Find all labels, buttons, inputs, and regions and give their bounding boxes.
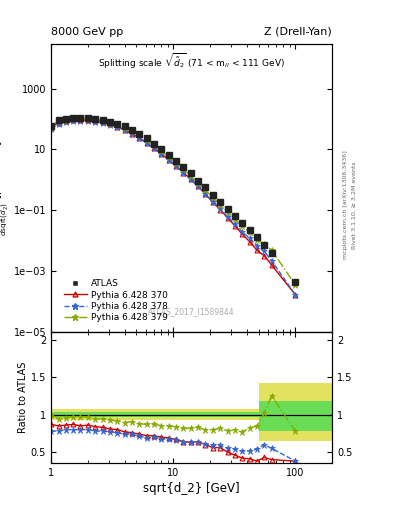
- Text: 8000 GeV pp: 8000 GeV pp: [51, 27, 123, 37]
- Legend: ATLAS, Pythia 6.428 370, Pythia 6.428 378, Pythia 6.428 379: ATLAS, Pythia 6.428 370, Pythia 6.428 37…: [61, 276, 171, 325]
- Text: Rivet 3.1.10, ≥ 3.2M events: Rivet 3.1.10, ≥ 3.2M events: [352, 161, 357, 249]
- X-axis label: sqrt{d_2} [GeV]: sqrt{d_2} [GeV]: [143, 482, 240, 496]
- Text: Z (Drell-Yan): Z (Drell-Yan): [264, 27, 332, 37]
- Text: Splitting scale $\sqrt{\tilde{d}_2}$ (71 < m$_{ll}$ < 111 GeV): Splitting scale $\sqrt{\tilde{d}_2}$ (71…: [98, 52, 285, 71]
- Y-axis label: Ratio to ATLAS: Ratio to ATLAS: [18, 362, 28, 434]
- Text: mcplots.cern.ch [arXiv:1306.3436]: mcplots.cern.ch [arXiv:1306.3436]: [343, 151, 348, 259]
- Text: ATLAS_2017_I1589844: ATLAS_2017_I1589844: [148, 307, 235, 316]
- Y-axis label: $\frac{d\sigma}{d\mathrm{sqrt}(\tilde{d}_2^{})}$ [pb,GeV$^{-1}$]: $\frac{d\sigma}{d\mathrm{sqrt}(\tilde{d}…: [0, 140, 11, 236]
